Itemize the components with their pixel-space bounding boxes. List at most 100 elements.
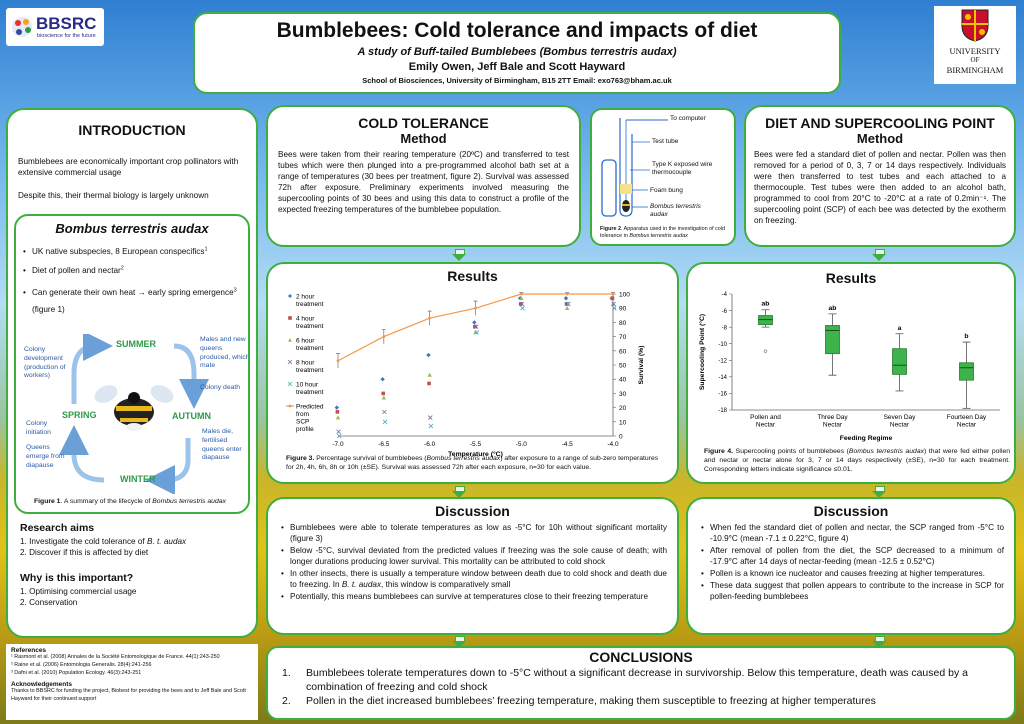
y-axis-label: Survival (%) xyxy=(638,346,645,385)
flow-arrow-cold-results xyxy=(452,249,466,261)
x-tick-label: Three Day Nectar xyxy=(817,414,848,429)
cycle-arrow-autumn-winter xyxy=(145,438,191,494)
uni-line3: BIRMINGHAM xyxy=(946,65,1004,75)
x-tick-label: -6.0 xyxy=(424,441,436,448)
flow-arrow-results-discussion-2 xyxy=(872,486,886,498)
figure2-caption: Figure 2. Apparatus used in the investig… xyxy=(600,226,725,240)
legend-label: 8 hour treatment xyxy=(296,360,324,375)
cycle-males-die: Males die, fertilised queens enter diapa… xyxy=(202,428,242,462)
data-point xyxy=(428,423,434,429)
cycle-queens-emerge: Queens emerge from diapause xyxy=(26,444,65,469)
flow-arrow-results-discussion-1 xyxy=(452,486,466,498)
discussion-diet-bullet-1: When fed the standard diet of pollen and… xyxy=(700,522,1004,544)
data-point xyxy=(563,296,569,301)
data-point xyxy=(518,302,523,306)
discussion-cold-panel: Discussion Bumblebees were able to toler… xyxy=(266,497,679,635)
predicted-point xyxy=(474,306,477,310)
data-point xyxy=(335,415,341,420)
aim-1: 1. Investigate the cold tolerance of B. … xyxy=(20,537,187,546)
conclusion-1: 1. Bumblebees tolerate temperatures down … xyxy=(282,667,968,693)
y-tick-label: -12 xyxy=(718,358,727,364)
data-point xyxy=(473,330,478,335)
flow-arrow-discussion-conclusions-2 xyxy=(872,636,886,648)
predicted-point xyxy=(382,335,386,338)
cycle-arrow-spring-summer xyxy=(71,334,113,404)
reference-1: ¹ Rasmont et al. (2008) Annales de la So… xyxy=(11,654,220,660)
bumblebee-illustration xyxy=(94,385,174,431)
data-point xyxy=(336,433,342,439)
cycle-colony-development: Colony development (production of worker… xyxy=(24,346,66,380)
figure4-caption: Figure 4. Supercooling points of bumbleb… xyxy=(704,448,1011,473)
y-tick-label: 30 xyxy=(619,391,627,398)
data-point xyxy=(426,352,431,358)
diet-method-title: Method xyxy=(856,131,904,146)
results-diet-panel: Results -4 -6 -8 -10 -12 -14 -16 -18 Supercoolin… xyxy=(686,262,1016,484)
cycle-autumn: AUTUMN xyxy=(172,411,211,421)
data-point xyxy=(382,419,388,425)
y-tick-label: -18 xyxy=(718,408,727,414)
cycle-arrow-summer-autumn xyxy=(173,343,209,409)
why-2: 2. Conservation xyxy=(20,598,78,608)
data-point xyxy=(427,372,432,377)
x-tick-label: Pollen and Nectar xyxy=(750,414,781,429)
x-tick-label: Fourteen Day Nectar xyxy=(947,414,987,429)
cycle-summer: SUMMER xyxy=(116,339,156,349)
species-bullet-3: Can generate their own heat → early spri… xyxy=(22,284,242,318)
data-point xyxy=(334,405,339,410)
lifecycle-diagram xyxy=(59,334,209,494)
intro-p2: Despite this, their thermal biology is l… xyxy=(18,191,209,201)
box xyxy=(959,362,974,381)
data-point xyxy=(564,306,570,310)
data-point xyxy=(566,301,571,307)
discussion-diet-bullet-4: These data suggest that pollen appears t… xyxy=(700,580,1004,602)
significance-letter: b xyxy=(964,333,968,340)
label-foam-bung: Foam bung xyxy=(650,187,683,194)
box-outlier xyxy=(763,349,768,353)
x-tick-label: -4.5 xyxy=(562,441,574,448)
why-title: Why is this important? xyxy=(20,572,134,585)
y-tick-label: 90 xyxy=(619,306,627,313)
bbsrc-name: BBSRC xyxy=(36,14,97,33)
discussion-diet-bullet-3: Pollen is a known ice nucleator and caus… xyxy=(700,568,1004,579)
label-bee: Bombus terrestris audax xyxy=(650,203,701,219)
data-point xyxy=(336,429,341,435)
significance-letter: a xyxy=(898,325,902,332)
discussion-diet-title: Discussion xyxy=(813,503,889,519)
data-point xyxy=(427,381,431,386)
predicted-point xyxy=(519,292,523,296)
legend-label: 2 hour treatment xyxy=(296,294,324,309)
reference-3: ³ Dafni et al. (2010) Population Ecology… xyxy=(11,669,142,676)
survival-chart: -7.0 -6.5 -6.0 -5.5 -5.0 -4.5 -4.00 10 20 30 40 50 6… xyxy=(286,292,645,458)
title-box: Bumblebees: Cold tolerance and impacts o… xyxy=(193,12,841,94)
cycle-spring: SPRING xyxy=(62,410,97,420)
x-tick-label: -4.0 xyxy=(607,441,619,448)
x-tick-label: -7.0 xyxy=(332,441,344,448)
data-point xyxy=(473,324,479,329)
box xyxy=(892,348,907,375)
discussion-cold-bullet-3: In other insects, there is usually a tem… xyxy=(280,568,667,590)
data-point xyxy=(381,391,386,396)
references-title: References xyxy=(11,647,47,654)
significance-letter: ab xyxy=(762,301,770,308)
discussion-diet-panel: Discussion When fed the standard diet of… xyxy=(686,497,1016,635)
intro-p1: Bumblebees are economically important cr… xyxy=(18,157,239,178)
cold-tolerance-panel: COLD TOLERANCE Method Bees were taken fr… xyxy=(266,105,581,247)
data-point xyxy=(473,324,477,329)
species-bullet-1: UK native subspecies, 8 European conspec… xyxy=(22,246,242,257)
y-tick-label: 100 xyxy=(619,292,630,299)
y-tick-label: -4 xyxy=(722,292,728,298)
data-point xyxy=(519,301,525,307)
species-panel: Bombus terrestris audax UK native subspe… xyxy=(14,214,250,514)
predicted-point xyxy=(565,292,569,296)
y-tick-label: 40 xyxy=(619,377,627,384)
data-point xyxy=(427,415,433,420)
diet-title: DIET AND SUPERCOOLING POINT xyxy=(765,115,995,131)
label-to-computer: To computer xyxy=(670,115,706,122)
data-point xyxy=(472,320,477,325)
y-tick-label: 20 xyxy=(619,405,627,412)
introduction-panel: INTRODUCTION Bumblebees are economically… xyxy=(6,108,258,638)
diet-panel: DIET AND SUPERCOOLING POINT Method Bees … xyxy=(744,105,1016,247)
uni-line2: OF xyxy=(970,56,980,64)
x-tick-label: -5.0 xyxy=(516,441,528,448)
intro-title: INTRODUCTION xyxy=(78,122,186,138)
